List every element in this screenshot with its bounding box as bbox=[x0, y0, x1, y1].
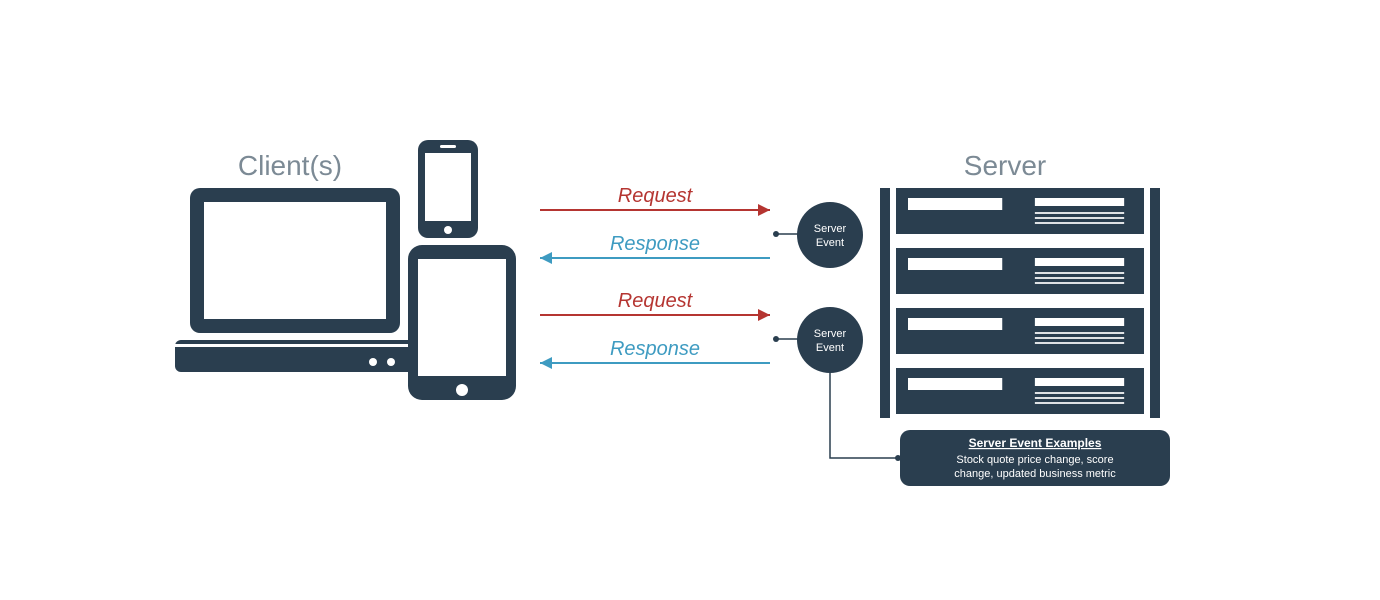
server-event-1: Server Event bbox=[797, 307, 863, 373]
response-arrow-3: Response bbox=[540, 338, 770, 369]
request-arrow-2: Request bbox=[540, 290, 770, 321]
response-arrow-1-label: Response bbox=[610, 233, 700, 255]
response-arrow-1: Response bbox=[540, 233, 770, 264]
caption-title: Server Event Examples bbox=[969, 436, 1102, 450]
response-arrow-3-label: Response bbox=[610, 338, 700, 360]
server-unit-0 bbox=[896, 188, 1144, 234]
svg-text:Event: Event bbox=[816, 237, 844, 249]
laptop-icon bbox=[175, 188, 415, 372]
caption-box: Server Event Examples Stock quote price c… bbox=[900, 430, 1170, 486]
server-unit-2 bbox=[896, 308, 1144, 354]
svg-text:Server: Server bbox=[814, 328, 847, 340]
svg-text:Server: Server bbox=[814, 223, 847, 235]
request-arrow-0-label: Request bbox=[618, 185, 694, 207]
phone-icon bbox=[418, 140, 478, 238]
event-connector-dot-1 bbox=[773, 336, 779, 342]
caption-body-2: change, updated business metric bbox=[954, 468, 1116, 480]
tablet-icon bbox=[408, 245, 516, 400]
request-arrow-0: Request bbox=[540, 185, 770, 216]
server-title: Server bbox=[964, 150, 1046, 181]
caption-body-1: Stock quote price change, score bbox=[956, 454, 1113, 466]
event-connector-dot-0 bbox=[773, 231, 779, 237]
svg-text:Event: Event bbox=[816, 342, 844, 354]
server-unit-1 bbox=[896, 248, 1144, 294]
server-event-0: Server Event bbox=[797, 202, 863, 268]
server-unit-3 bbox=[896, 368, 1144, 414]
request-arrow-2-label: Request bbox=[618, 290, 694, 312]
clients-title: Client(s) bbox=[238, 150, 342, 181]
server-icon bbox=[880, 188, 1160, 418]
